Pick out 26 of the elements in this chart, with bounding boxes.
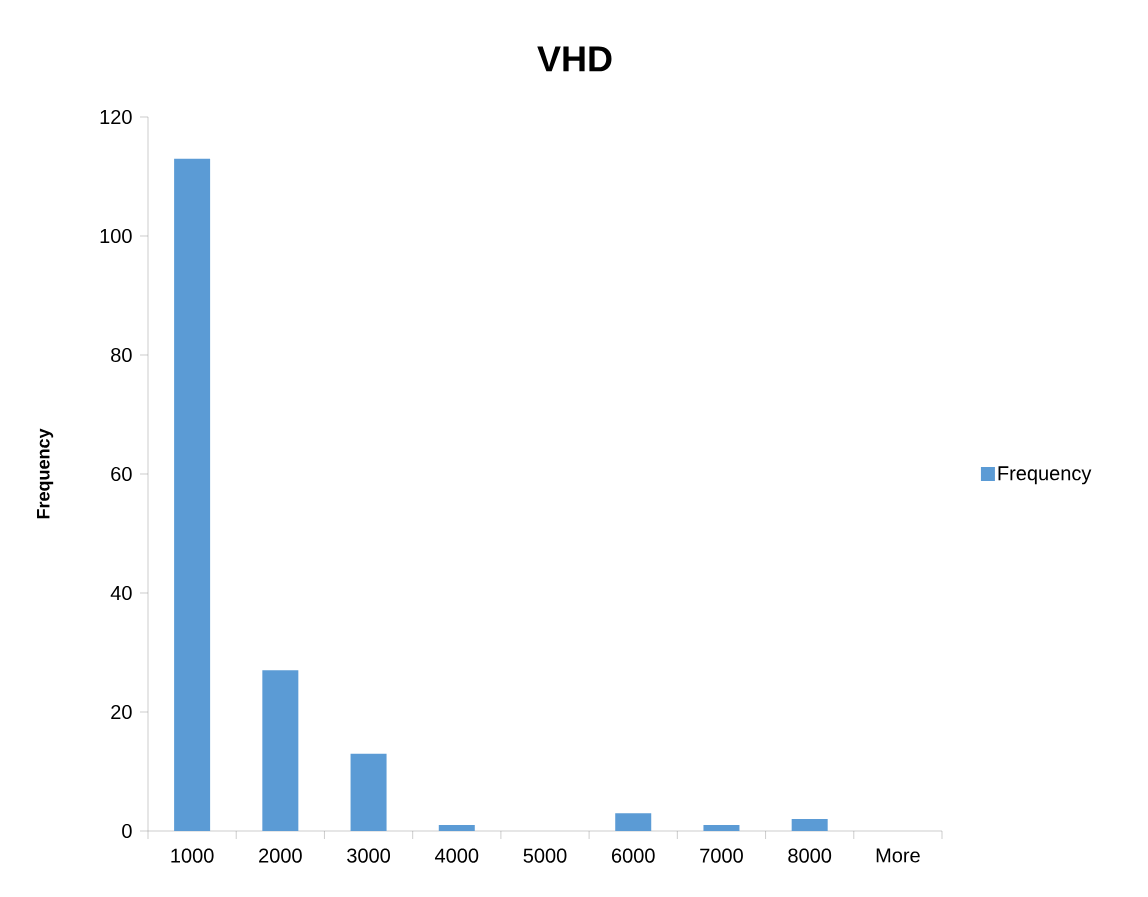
bar [350, 753, 387, 831]
y-tick-label: 60 [111, 466, 132, 482]
chart-title: VHD [537, 46, 612, 72]
x-tick-label: 8000 [788, 848, 832, 863]
bar [615, 813, 652, 831]
y-axis-title: Frequency [37, 428, 54, 519]
x-tick-label: 6000 [612, 848, 655, 863]
y-tick-label: 20 [111, 704, 132, 720]
x-tick-label: 7000 [700, 848, 743, 863]
bar [262, 670, 299, 831]
bar [174, 158, 211, 831]
x-tick-label: 4000 [434, 848, 479, 863]
y-tick-label: 120 [100, 109, 132, 125]
y-tick-label: 0 [122, 823, 132, 839]
y-tick-label: 100 [100, 228, 132, 244]
x-tick-label: More [876, 848, 920, 863]
y-tick-label: 40 [110, 585, 132, 601]
x-tick-label: 2000 [259, 848, 302, 863]
bar [438, 825, 475, 831]
y-tick-label: 80 [111, 347, 132, 363]
x-tick-label: 3000 [347, 848, 391, 863]
legend-label: Frequency [998, 466, 1092, 485]
bar [791, 819, 828, 831]
x-tick-label: 1000 [171, 848, 214, 863]
x-tick-label: 5000 [523, 848, 567, 863]
bar [703, 825, 740, 831]
